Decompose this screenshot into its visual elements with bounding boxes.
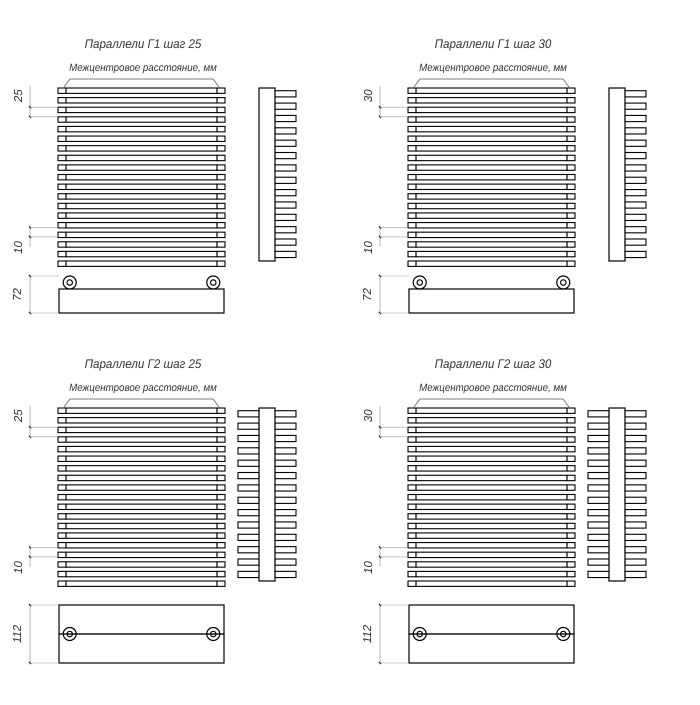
- svg-text:Межцентровое расстояние, мм: Межцентровое расстояние, мм: [419, 382, 567, 394]
- svg-text:10: 10: [13, 560, 25, 573]
- svg-text:25: 25: [13, 89, 25, 103]
- svg-text:10: 10: [13, 240, 25, 253]
- svg-text:10: 10: [363, 560, 375, 573]
- svg-text:Параллели Г2 шаг 25: Параллели Г2 шаг 25: [85, 357, 203, 371]
- svg-text:30: 30: [363, 89, 375, 102]
- svg-text:72: 72: [12, 288, 24, 301]
- svg-text:10: 10: [363, 240, 375, 253]
- svg-text:Параллели Г1 шаг 30: Параллели Г1 шаг 30: [435, 37, 552, 51]
- svg-text:Межцентровое расстояние, мм: Межцентровое расстояние, мм: [419, 62, 567, 74]
- svg-text:Межцентровое расстояние, мм: Межцентровое расстояние, мм: [69, 382, 217, 394]
- svg-text:Параллели Г2 шаг 30: Параллели Г2 шаг 30: [435, 357, 552, 371]
- svg-text:30: 30: [363, 409, 375, 422]
- svg-text:112: 112: [362, 624, 374, 643]
- svg-text:72: 72: [362, 288, 374, 301]
- svg-text:Параллели Г1 шаг 25: Параллели Г1 шаг 25: [85, 37, 203, 51]
- svg-text:Межцентровое расстояние, мм: Межцентровое расстояние, мм: [69, 62, 217, 74]
- svg-text:25: 25: [13, 409, 25, 423]
- svg-text:112: 112: [12, 624, 24, 643]
